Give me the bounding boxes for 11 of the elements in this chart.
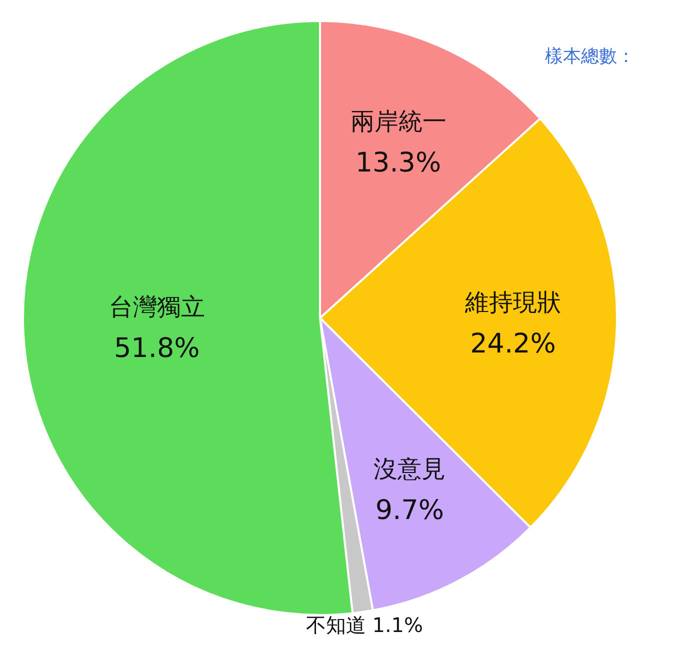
data-label: 1.1% — [372, 612, 424, 637]
slice-label: 兩岸統一 — [350, 108, 446, 136]
slice-label: 台灣獨立 — [108, 292, 205, 321]
slice-label: 不知道 — [306, 612, 366, 637]
slice-label: 維持現狀 — [464, 288, 561, 317]
text: 樣本總數： — [545, 46, 635, 67]
data-label: 24.2% — [470, 328, 556, 360]
slice-label: 沒意見 — [374, 454, 446, 483]
data-label: 51.8% — [114, 332, 200, 364]
data-label: 9.7% — [375, 494, 444, 526]
data-label: 13.3% — [355, 148, 442, 179]
